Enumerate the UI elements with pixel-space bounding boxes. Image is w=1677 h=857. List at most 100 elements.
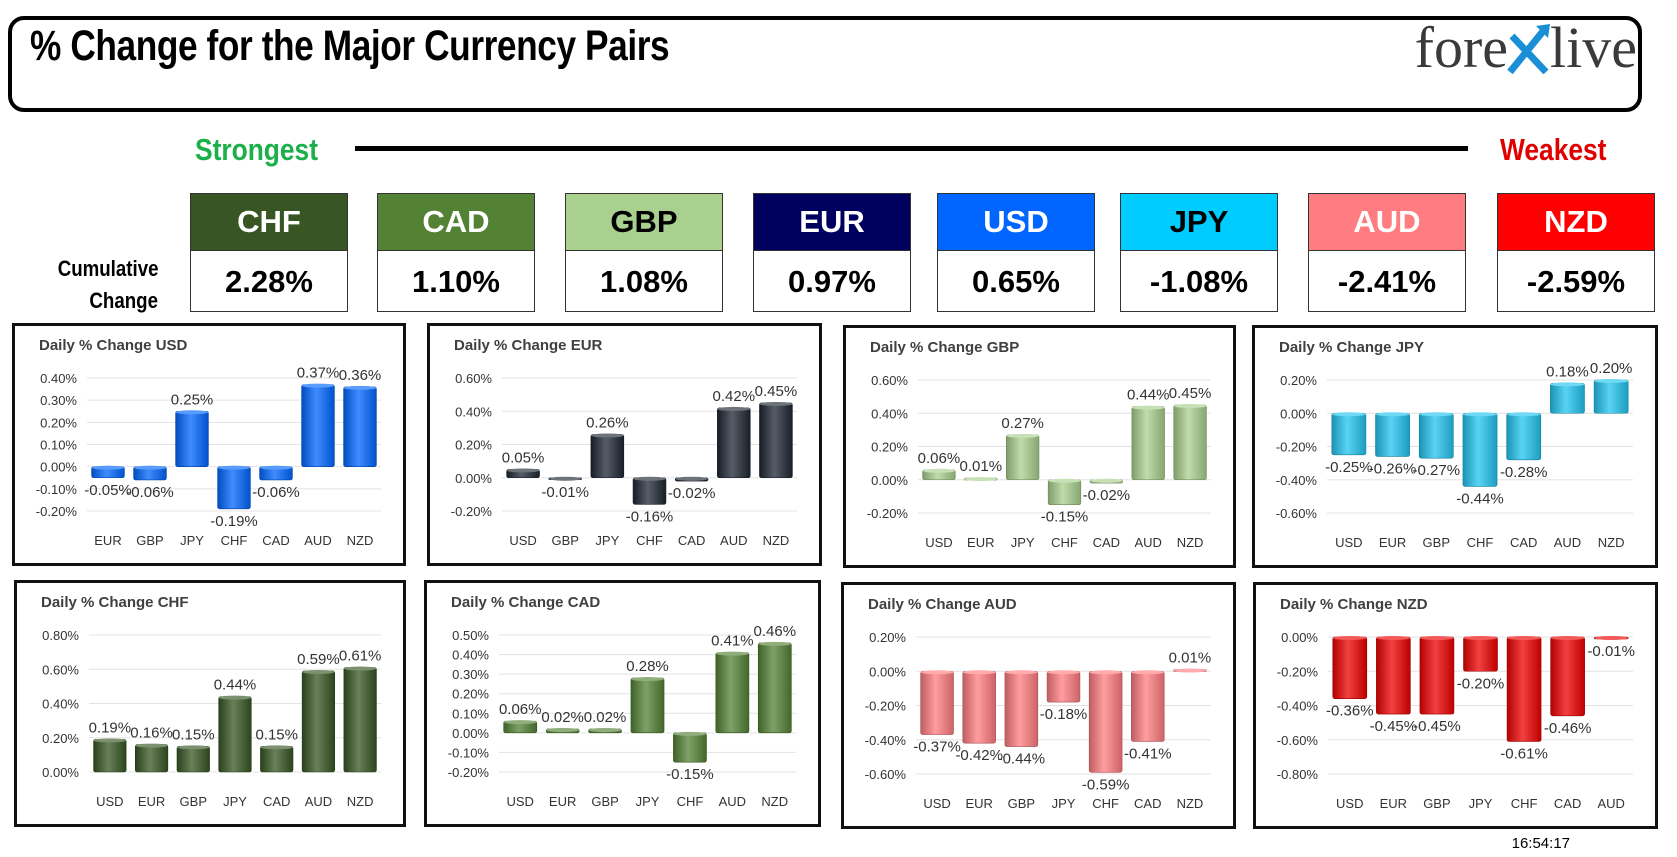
x-tick-label: EUR: [1379, 535, 1406, 550]
x-tick-label: GBP: [1423, 535, 1450, 550]
x-tick-label: AUD: [720, 533, 747, 548]
currency-code: CAD: [378, 194, 534, 251]
bar-chart: Daily % Change CAD -0.20% -0.10% 0.00% 0.10%…: [448, 594, 796, 809]
x-tick-label: GBP: [180, 794, 207, 809]
bar: [260, 746, 294, 773]
page-title: % Change for the Major Currency Pairs: [30, 22, 670, 70]
data-label: 0.20%: [1590, 360, 1633, 377]
data-label: 0.18%: [1546, 363, 1589, 380]
currency-box-cad: CAD 1.10%: [377, 193, 535, 312]
chart-panel-usd: Daily % Change USD -0.20% -0.10% 0.00% 0.10%…: [12, 323, 406, 566]
bar-top: [715, 651, 749, 656]
x-tick-label: JPY: [180, 533, 204, 548]
y-tick-label: -0.60%: [865, 767, 907, 782]
x-tick-label: NZD: [1177, 796, 1204, 811]
bar-top: [1173, 403, 1207, 408]
bar-top: [717, 406, 751, 411]
chart-panel-jpy: Daily % Change JPY -0.60% -0.40% -0.20% 0.00…: [1252, 325, 1658, 568]
bar-top: [546, 727, 580, 732]
x-tick-label: GBP: [1008, 796, 1035, 811]
bar-top: [1550, 382, 1585, 387]
chart-panel-eur: Daily % Change EUR -0.20% 0.00% 0.20% 0.40% 0…: [427, 323, 822, 566]
data-label: 0.45%: [755, 383, 798, 400]
y-tick-label: 0.20%: [42, 731, 79, 746]
x-tick-label: JPY: [595, 533, 619, 548]
y-tick-label: 0.80%: [42, 628, 79, 643]
bar-top: [1131, 670, 1165, 675]
data-label: 0.01%: [960, 458, 1003, 475]
bar: [630, 677, 665, 734]
forexlive-logo: fore live: [1415, 14, 1637, 81]
bar: [1006, 434, 1040, 481]
x-tick-label: CHF: [677, 794, 704, 809]
x-tick-label: CAD: [1134, 796, 1161, 811]
weakest-label: Weakest: [1500, 132, 1607, 167]
x-tick-label: NZD: [1598, 535, 1625, 550]
bar: [1376, 636, 1411, 715]
bar-top: [1506, 412, 1541, 417]
bar-top: [91, 465, 125, 470]
x-tick-label: NZD: [347, 533, 374, 548]
data-label: 0.44%: [214, 677, 257, 694]
bar: [1550, 636, 1585, 717]
currency-code: CHF: [191, 194, 347, 251]
bar: [920, 670, 954, 735]
data-label: -0.41%: [1124, 745, 1172, 762]
bar: [1418, 412, 1454, 459]
y-tick-label: -0.40%: [1276, 473, 1318, 488]
bar: [1088, 670, 1123, 773]
y-tick-label: 0.40%: [452, 648, 489, 663]
y-tick-label: -0.60%: [1276, 506, 1318, 521]
data-label: -0.19%: [210, 513, 258, 530]
x-tick-label: CHF: [1467, 535, 1494, 550]
data-label: 0.02%: [584, 709, 627, 726]
bar-top: [343, 666, 377, 671]
bar: [632, 477, 667, 505]
x-tick-label: AUD: [305, 794, 332, 809]
cumulative-label-line1: Cumulative: [57, 256, 159, 281]
currency-box-aud: AUD -2.41%: [1308, 193, 1466, 312]
bar-top: [1462, 412, 1498, 417]
bar: [1131, 670, 1165, 742]
bar-top: [260, 745, 293, 750]
bar-top: [1550, 636, 1585, 640]
logo-text-left: fore: [1414, 15, 1509, 80]
data-label: 0.15%: [172, 726, 215, 743]
x-tick-label: EUR: [549, 794, 576, 809]
data-label: -0.02%: [1083, 487, 1131, 504]
y-tick-label: 0.10%: [40, 438, 77, 453]
bar-top: [675, 476, 709, 481]
bar-top: [1376, 636, 1411, 640]
x-tick-label: JPY: [223, 794, 247, 809]
bar: [93, 739, 127, 773]
bar-top: [1463, 636, 1498, 640]
cumulative-change-label: Cumulative Change: [57, 253, 159, 317]
bar: [1462, 412, 1498, 487]
x-tick-label: AUD: [1134, 535, 1161, 550]
currency-box-chf: CHF 2.28%: [190, 193, 348, 312]
y-tick-label: 0.00%: [869, 664, 906, 679]
bar-top: [1332, 636, 1367, 640]
x-tick-label: NZD: [1177, 535, 1204, 550]
bar: [1550, 383, 1585, 414]
data-label: 0.41%: [711, 633, 754, 650]
y-tick-label: 0.60%: [455, 371, 492, 386]
y-tick-label: -0.40%: [865, 733, 907, 748]
data-label: 0.61%: [339, 648, 382, 665]
data-label: 0.16%: [130, 725, 173, 742]
y-tick-label: 0.30%: [452, 667, 489, 682]
data-label: -0.26%: [1369, 460, 1417, 477]
bar: [1506, 636, 1542, 742]
bar-top: [1006, 433, 1039, 438]
y-tick-label: -0.20%: [451, 504, 493, 519]
bar: [715, 652, 750, 734]
bar: [1046, 670, 1081, 703]
bar: [1004, 670, 1039, 747]
currency-code: EUR: [754, 194, 910, 251]
x-tick-label: CHF: [1051, 535, 1078, 550]
data-label: 0.06%: [918, 450, 961, 467]
bar: [1047, 479, 1082, 505]
y-tick-label: 0.00%: [871, 473, 908, 488]
x-tick-label: USD: [923, 796, 950, 811]
bar-top: [1331, 412, 1366, 417]
